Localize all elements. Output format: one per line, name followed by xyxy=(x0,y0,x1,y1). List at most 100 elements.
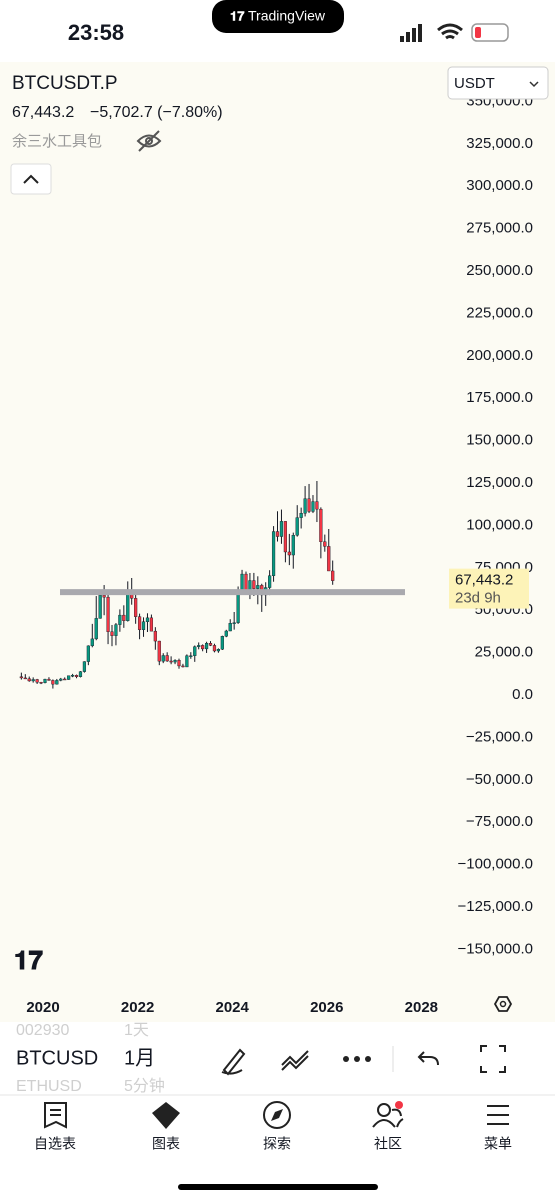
nav-label[interactable]: 菜单 xyxy=(484,1136,512,1152)
status-time: 23:58 xyxy=(68,20,124,45)
candle-body xyxy=(228,623,232,632)
dropdown-arrow xyxy=(529,81,539,88)
collapse-button[interactable] xyxy=(10,163,52,195)
candle-body xyxy=(283,521,287,553)
candle-body xyxy=(118,614,122,625)
fullscreen-icon[interactable] xyxy=(480,1045,506,1073)
tv-logo-small: 𝟏𝟕 xyxy=(230,8,245,23)
candle-body xyxy=(165,655,169,662)
candle-body xyxy=(291,535,295,556)
candle-body xyxy=(114,624,118,636)
x-tick-label: 2026 xyxy=(310,999,343,1016)
candle-body xyxy=(74,675,79,677)
menu-icon[interactable] xyxy=(487,1105,509,1125)
candle-body xyxy=(177,660,181,667)
indicator-name[interactable]: 余三水工具包 xyxy=(12,132,102,150)
y-tick-label: 0.0 xyxy=(512,686,533,703)
collapse-icon xyxy=(23,174,39,184)
tradingview-logo: 𝟏𝟕 xyxy=(14,945,43,975)
watchlist-icon[interactable] xyxy=(44,1102,67,1129)
candle-body xyxy=(161,655,165,662)
candle-body xyxy=(110,631,114,636)
candle-body xyxy=(51,680,55,685)
candle-body xyxy=(122,614,126,621)
app-pill xyxy=(212,0,344,33)
candle-body xyxy=(193,646,197,656)
watch-symbol[interactable]: ETHUSD xyxy=(16,1078,82,1095)
candle-body xyxy=(39,682,43,684)
hide-indicator-icon[interactable] xyxy=(136,130,162,152)
currency-dropdown[interactable] xyxy=(447,66,549,100)
trend-tool-icon[interactable] xyxy=(281,1050,309,1071)
candle-body xyxy=(43,678,47,683)
candle-body xyxy=(287,551,291,556)
candle-body xyxy=(311,501,315,512)
candle-body xyxy=(319,508,323,542)
y-tick-label: −75,000.0 xyxy=(466,813,533,830)
candle-body xyxy=(236,591,240,623)
candle-body xyxy=(252,580,256,589)
y-tick-label: 325,000.0 xyxy=(466,135,533,152)
y-tick-label: 200,000.0 xyxy=(466,347,533,364)
current-symbol[interactable]: BTCUSD xyxy=(16,1047,98,1069)
y-tick-label: −100,000.0 xyxy=(458,856,534,873)
candle-body xyxy=(173,660,177,663)
candle-body xyxy=(27,678,31,682)
watch-interval[interactable]: 1天 xyxy=(124,1022,149,1039)
candle-body xyxy=(232,622,236,624)
undo-icon[interactable] xyxy=(417,1051,439,1066)
nav-label[interactable]: 探索 xyxy=(263,1136,291,1152)
symbol[interactable]: BTCUSDT.P xyxy=(12,73,118,94)
candle-body xyxy=(94,618,98,640)
explore-icon[interactable] xyxy=(263,1101,291,1129)
candle-body xyxy=(153,630,157,642)
community-icon-body xyxy=(372,1108,404,1128)
candle-body xyxy=(55,680,59,685)
battery-icon xyxy=(471,23,509,42)
watch-interval[interactable]: 5分钟 xyxy=(124,1077,165,1095)
currency: USDT xyxy=(454,75,495,92)
candle-body xyxy=(35,679,39,683)
candle-body xyxy=(279,521,284,537)
y-tick-label: 250,000.0 xyxy=(466,262,533,279)
more-icon[interactable] xyxy=(343,1056,371,1062)
y-tick-label: 300,000.0 xyxy=(466,177,533,194)
candle-body xyxy=(70,675,75,677)
watch-symbol[interactable]: 002930 xyxy=(16,1022,69,1039)
candle-body xyxy=(98,595,102,619)
chart-icon[interactable] xyxy=(152,1102,180,1129)
nav-label[interactable]: 自选表 xyxy=(34,1136,76,1152)
draw-tool-icon[interactable] xyxy=(221,1048,246,1076)
x-tick-label: 2028 xyxy=(405,999,438,1016)
last-price-label: 67,443.2 xyxy=(455,572,513,589)
candle-body xyxy=(106,596,110,632)
last-price-box xyxy=(449,568,529,609)
candle-body xyxy=(197,645,201,647)
home-indicator xyxy=(178,1184,378,1190)
candle-body xyxy=(137,616,142,630)
candle-body xyxy=(208,643,213,646)
current-interval[interactable]: 1月 xyxy=(124,1047,155,1069)
nav-label[interactable]: 图表 xyxy=(152,1136,180,1152)
settings-icon[interactable] xyxy=(493,996,513,1012)
candle-body xyxy=(307,498,311,512)
candle-body xyxy=(220,636,224,650)
nav-label[interactable]: 社区 xyxy=(374,1136,402,1152)
candle-body xyxy=(201,645,205,650)
y-tick-label: 100,000.0 xyxy=(466,516,533,533)
candle-body xyxy=(78,671,83,677)
candle-body xyxy=(275,531,280,537)
y-tick-label: −150,000.0 xyxy=(458,940,534,957)
notification-dot xyxy=(395,1101,403,1109)
candle-body xyxy=(224,630,228,637)
candle-body xyxy=(323,541,327,547)
candle-body xyxy=(145,617,150,622)
candle-body xyxy=(181,665,185,668)
candle-body xyxy=(63,678,67,681)
plot: 350,000.0325,000.0300,000.0275,000.0250,… xyxy=(19,92,534,1016)
candle-body xyxy=(212,645,217,652)
candle-body xyxy=(90,638,94,647)
candle-body xyxy=(157,640,161,662)
community-icon[interactable] xyxy=(377,1103,391,1117)
y-tick-label: 25,000.0 xyxy=(475,644,533,661)
